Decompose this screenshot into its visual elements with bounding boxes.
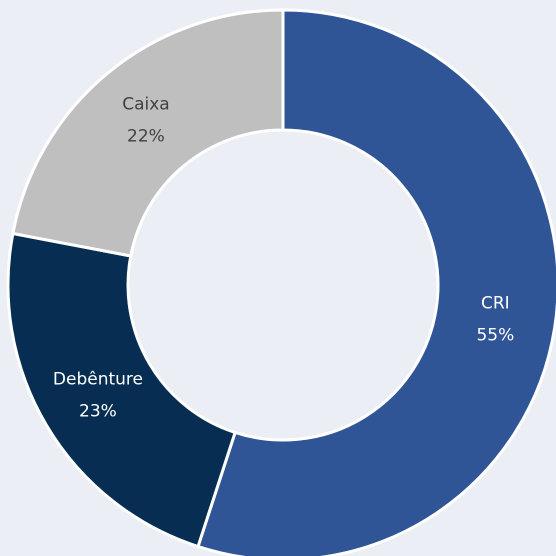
slice [6, 231, 237, 549]
slice-label: Debênture [53, 369, 143, 389]
slice-value: 22% [127, 126, 165, 146]
slice-label: Caixa [122, 94, 170, 114]
slice-label: CRI [481, 294, 510, 314]
slice [196, 8, 556, 556]
slice [11, 8, 285, 258]
slice-value: 55% [476, 326, 514, 346]
slice-value: 23% [79, 401, 117, 421]
